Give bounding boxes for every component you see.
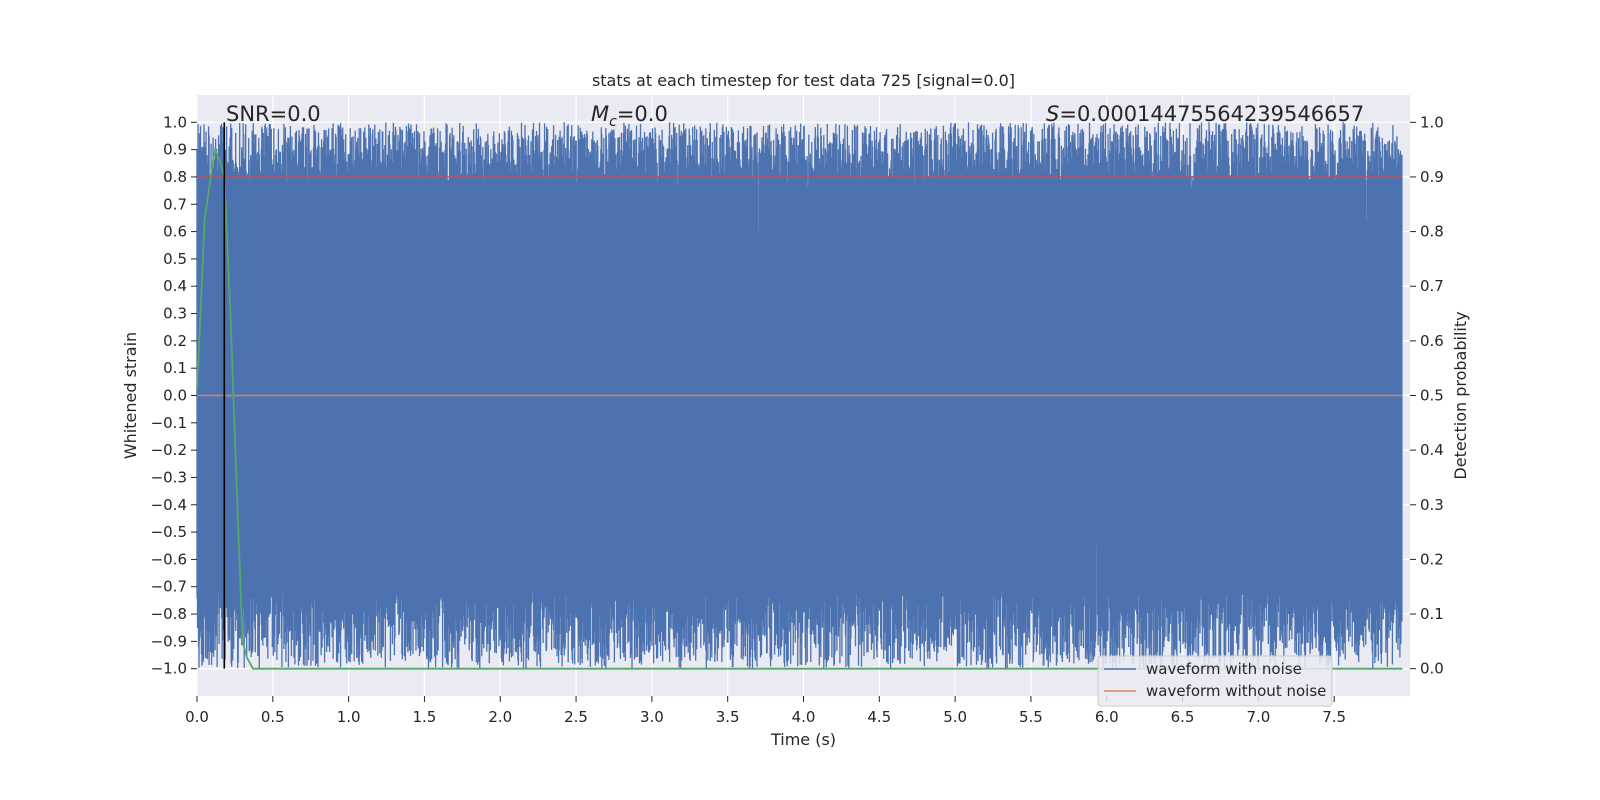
x-tick-label: 0.0 <box>185 708 209 726</box>
y-tick-label: 0.3 <box>163 305 187 323</box>
chart-title: stats at each timestep for test data 725… <box>592 71 1015 90</box>
y-tick-label: −0.1 <box>151 414 187 432</box>
mc-subscript: c <box>609 114 617 130</box>
x-tick-label: 0.5 <box>261 708 285 726</box>
y2-tick-label: 1.0 <box>1420 113 1444 131</box>
legend-label-noise: waveform with noise <box>1146 660 1302 678</box>
x-tick-label: 5.0 <box>943 708 967 726</box>
y-tick-label: 0.0 <box>163 387 187 405</box>
y2-tick-label: 0.4 <box>1420 441 1444 459</box>
snr-annotation: SNR=0.0 <box>226 102 321 126</box>
s-value: =0.00014475564239546657 <box>1059 102 1364 126</box>
x-tick-label: 1.0 <box>337 708 361 726</box>
y2-tick-label: 0.2 <box>1420 550 1444 568</box>
x-tick-label: 5.5 <box>1019 708 1043 726</box>
y-tick-label: 0.8 <box>163 168 187 186</box>
right-axis-ticks: 1.0 0.9 0.8 0.7 0.6 0.5 0.4 0.3 0.2 0.1 0.0 <box>1410 113 1444 678</box>
y-tick-label: 0.2 <box>163 332 187 350</box>
y2-tick-label: 0.1 <box>1420 605 1444 623</box>
y-tick-label: −0.3 <box>151 468 187 486</box>
y2-tick-label: 0.5 <box>1420 387 1444 405</box>
y-tick-label: 0.5 <box>163 250 187 268</box>
x-tick-label: 4.5 <box>867 708 891 726</box>
y-tick-label: −0.5 <box>151 523 187 541</box>
y-axis-label: Whitened strain <box>121 332 140 459</box>
y-tick-label: −0.8 <box>151 605 187 623</box>
x-tick-label: 7.5 <box>1322 708 1346 726</box>
y-tick-label: −0.4 <box>151 496 187 514</box>
legend-box <box>1097 655 1333 707</box>
y-tick-label: −1.0 <box>151 660 187 678</box>
noise-waveform-layer <box>196 122 1403 669</box>
x-tick-label: 4.0 <box>792 708 816 726</box>
y-tick-label: 0.6 <box>163 223 187 241</box>
y-tick-label: 0.7 <box>163 195 187 213</box>
x-tick-label: 6.0 <box>1095 708 1119 726</box>
y2-tick-label: 0.0 <box>1420 660 1444 678</box>
y-tick-label: −0.9 <box>151 632 187 650</box>
chirp-mass-annotation: Mc=0.0 <box>591 102 668 130</box>
s-annotation: S=0.00014475564239546657 <box>1046 102 1364 126</box>
x-tick-label: 2.0 <box>488 708 512 726</box>
y2-tick-label: 0.6 <box>1420 332 1444 350</box>
x-tick-label: 6.5 <box>1171 708 1195 726</box>
x-axis-ticks: 0.0 0.5 1.0 1.5 2.0 2.5 3.0 3.5 4.0 4.5 5.0 5.5 6.0 6… <box>185 696 1346 726</box>
y-tick-label: 1.0 <box>163 113 187 131</box>
y2-axis-label: Detection probability <box>1451 311 1470 479</box>
x-tick-label: 2.5 <box>564 708 588 726</box>
y2-tick-label: 0.7 <box>1420 277 1444 295</box>
x-tick-label: 1.5 <box>413 708 437 726</box>
mc-symbol: M <box>591 102 609 126</box>
y2-tick-label: 0.9 <box>1420 168 1444 186</box>
y-tick-label: 0.4 <box>163 277 187 295</box>
x-tick-label: 3.0 <box>640 708 664 726</box>
y2-tick-label: 0.3 <box>1420 496 1444 514</box>
legend: waveform with noise waveform without noi… <box>1097 655 1333 707</box>
y-tick-label: 0.9 <box>163 141 187 159</box>
s-symbol: S <box>1046 102 1059 126</box>
y-tick-label: 0.1 <box>163 359 187 377</box>
x-tick-label: 3.5 <box>716 708 740 726</box>
legend-label-clean: waveform without noise <box>1146 682 1326 700</box>
y-tick-label: −0.6 <box>151 550 187 568</box>
y-tick-label: −0.7 <box>151 578 187 596</box>
noise-waveform-line <box>196 122 1403 669</box>
y2-tick-label: 0.8 <box>1420 223 1444 241</box>
x-axis-label: Time (s) <box>770 730 836 749</box>
detection-probability-line <box>196 146 1403 670</box>
lines-layer <box>196 122 1403 670</box>
y-tick-label: −0.2 <box>151 441 187 459</box>
x-tick-label: 7.0 <box>1246 708 1270 726</box>
left-axis-ticks: 1.0 0.9 0.8 0.7 0.6 0.5 0.4 0.3 0.2 0.1 0.0 −0.1 −0.… <box>151 113 197 678</box>
mc-value: =0.0 <box>617 102 668 126</box>
